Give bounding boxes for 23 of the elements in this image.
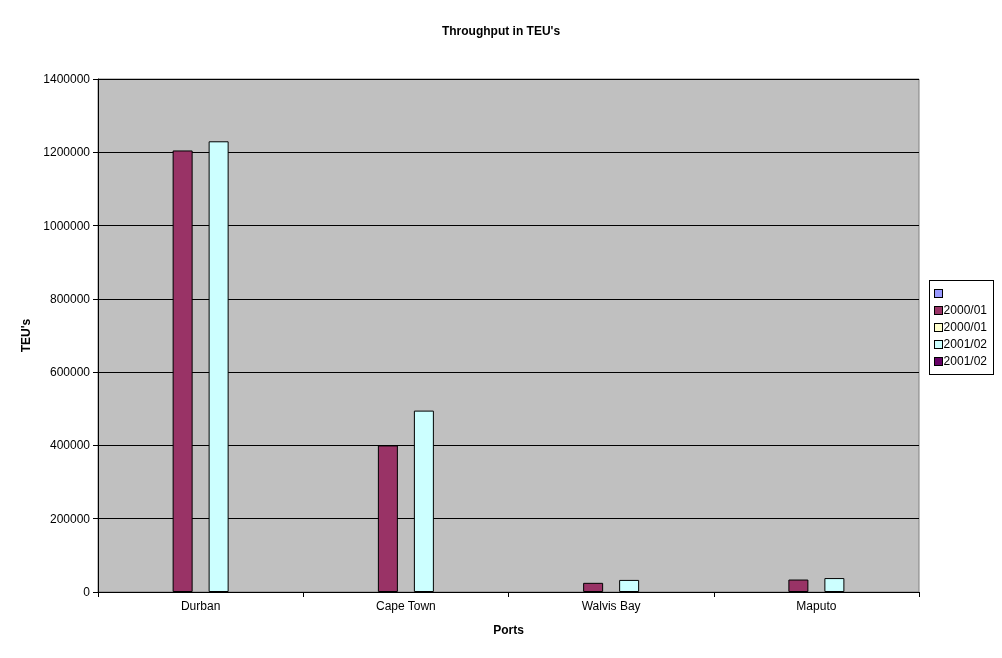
bar [788, 579, 809, 592]
legend-label: 2000/01 [943, 302, 987, 319]
y-tick-label: 600000 [49, 365, 91, 380]
y-tick-label: 1000000 [43, 218, 91, 233]
x-tick-label: Durban [180, 599, 221, 613]
bar [619, 579, 640, 592]
y-tick-label: 400000 [49, 438, 91, 453]
y-tick-label: 800000 [49, 291, 91, 306]
bar [583, 582, 604, 592]
x-tick-label: Maputo [796, 599, 837, 613]
chart-title: Throughput in TEU's [441, 24, 561, 38]
x-axis-title: Ports [493, 623, 525, 637]
legend-label: 2001/02 [943, 336, 987, 353]
y-tick-label: 1200000 [43, 145, 91, 160]
y-tick-label: 200000 [49, 511, 91, 526]
x-tick-label: Cape Town [375, 599, 436, 613]
bar [824, 578, 845, 592]
x-tick-label: Walvis Bay [581, 599, 641, 613]
y-tick-label: 1400000 [43, 72, 91, 86]
y-axis-title: TEU's [19, 318, 34, 353]
legend-label: 2000/01 [943, 319, 987, 336]
y-tick-label: 0 [83, 585, 91, 599]
legend-label: 2001/02 [943, 353, 987, 370]
